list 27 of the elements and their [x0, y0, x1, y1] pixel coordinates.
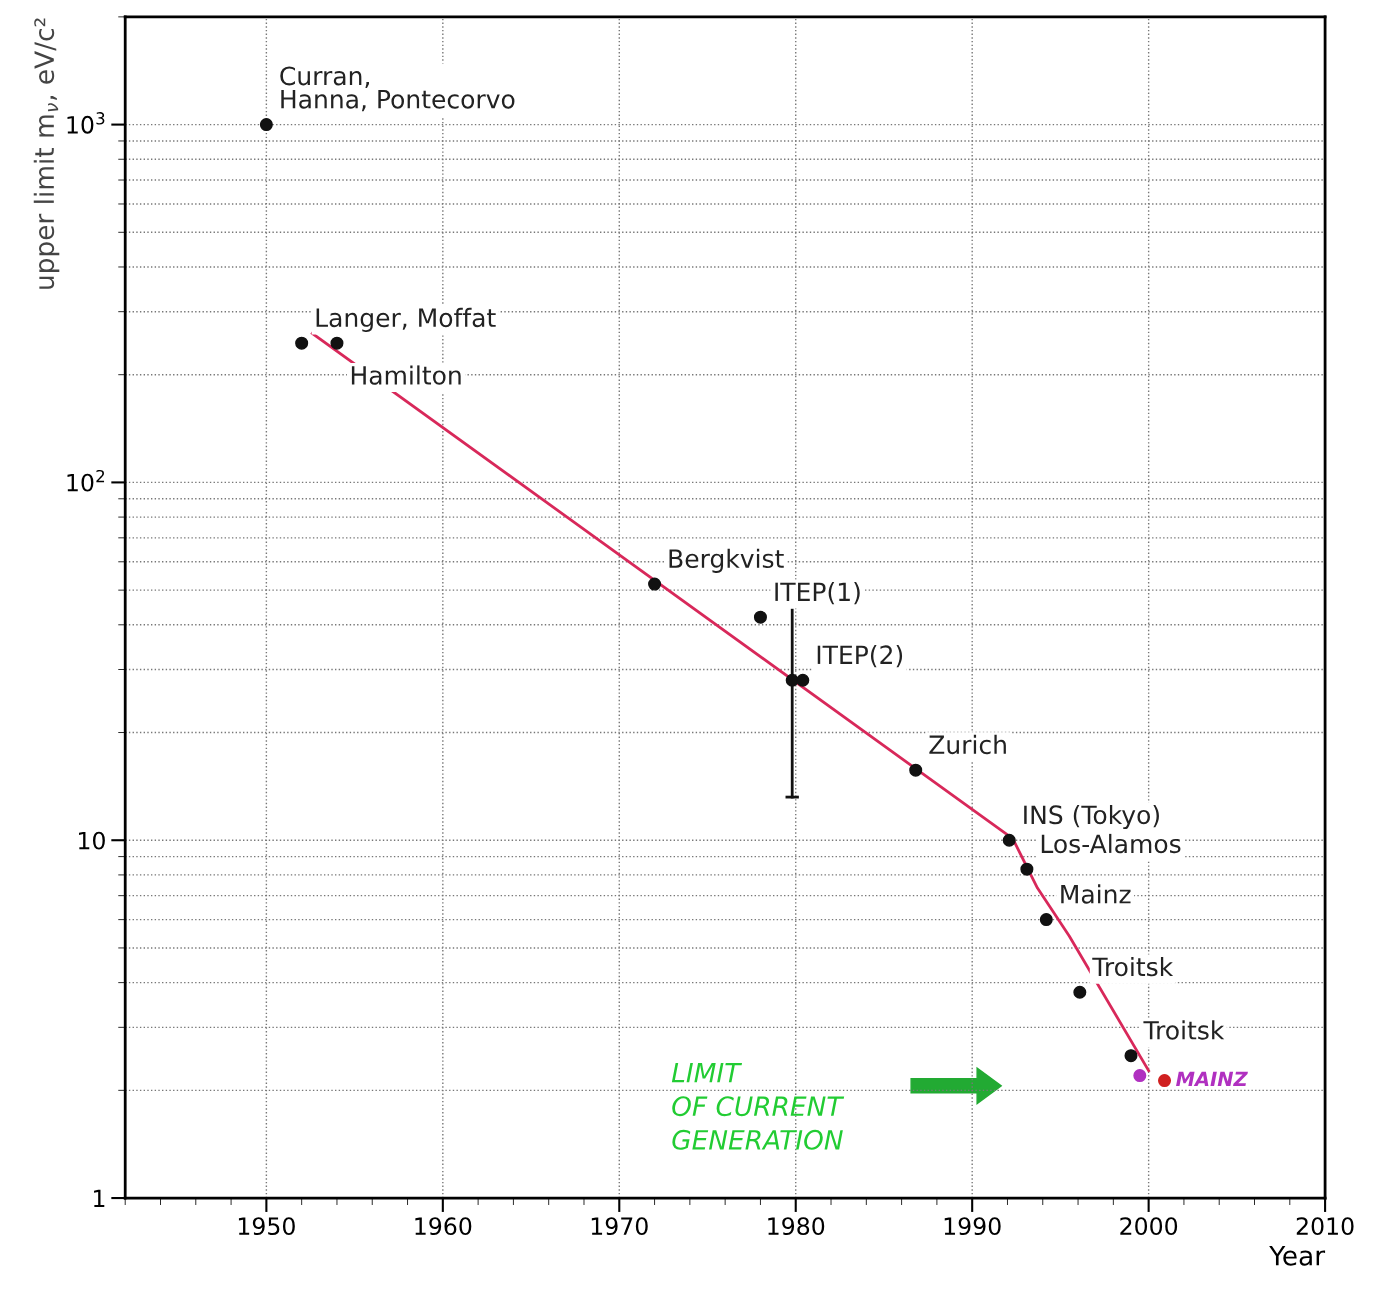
annotation: Hamilton — [351, 365, 461, 385]
x-tick-label: 1960 — [415, 1217, 472, 1236]
y-axis-title: upper limit m$_{ν}$, eV/c² — [33, 18, 60, 289]
y-tick-label: 10$^{2}$ — [67, 469, 105, 492]
annotation: ITEP(1) — [775, 581, 860, 605]
y-tick-label: 10$^{3}$ — [67, 112, 105, 134]
series-label: MAINZ — [1176, 1071, 1248, 1086]
annotation: Zurich — [929, 734, 1006, 755]
x-tick-label: 1970 — [591, 1217, 648, 1236]
annotation: Bergkvist — [669, 548, 784, 573]
annotation: LIMIT OF CURRENT GENERATION — [671, 1063, 845, 1150]
x-tick-label: 2010 — [1296, 1217, 1354, 1236]
annotation: Mainz — [1061, 884, 1131, 904]
x-tick-label: 1950 — [238, 1217, 295, 1236]
annotation: Los-Alamos — [1041, 833, 1181, 854]
x-tick-label: 1980 — [768, 1217, 825, 1236]
x-tick-label: 2000 — [1120, 1217, 1178, 1236]
annotation: Curran, Hanna, Pontecorvo — [280, 66, 515, 112]
y-tick-label: 10 — [79, 831, 105, 850]
annotation: INS (Tokyo) — [1024, 804, 1159, 830]
x-axis-title: Year — [1269, 1246, 1326, 1266]
annotation: Langer, Moffat — [316, 307, 496, 333]
y-tick-label: 1 — [94, 1189, 105, 1208]
annotation: ITEP(2) — [817, 644, 903, 668]
annotation: Troitsk — [1092, 956, 1174, 977]
x-tick-label: 1990 — [944, 1217, 1001, 1236]
annotation: Troitsk — [1143, 1020, 1225, 1040]
